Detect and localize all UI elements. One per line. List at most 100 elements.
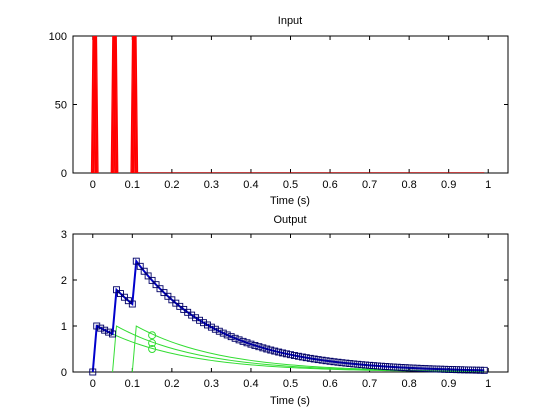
output-xtick-label: 0.4 [243, 378, 258, 390]
output-total-marker [160, 289, 168, 297]
output-axes: Output Time (s) 0 0.1 0.2 0.3 0.4 0.5 0.6 0.7 0.… [61, 214, 509, 407]
output-total-marker [287, 351, 294, 359]
output-total-marker [310, 355, 318, 363]
output-component-marker [148, 339, 157, 348]
output-total-marker [223, 331, 231, 339]
output-total-marker [120, 293, 128, 301]
output-total-marker [239, 337, 247, 345]
output-total-marker [211, 325, 219, 333]
output-total-marker [468, 366, 476, 374]
output-total-marker [409, 364, 417, 372]
output-total-marker [207, 323, 215, 331]
output-xtick-label: 0.3 [204, 378, 219, 390]
input-clipped [90, 36, 485, 173]
output-total-marker [370, 362, 377, 370]
input-xtick-label: 0.4 [243, 179, 258, 191]
input-pulse-line [111, 36, 118, 173]
output-total-marker [453, 366, 461, 374]
output-ytick-label: 0 [61, 367, 67, 379]
output-total-marker [480, 366, 488, 374]
output-total-marker [164, 292, 172, 300]
output-total-marker [476, 366, 484, 374]
output-xtick-label: 0 [90, 378, 96, 390]
output-xtick-label: 0.8 [401, 378, 416, 390]
output-ytick-label: 3 [61, 229, 67, 241]
output-total-marker [255, 343, 263, 351]
output-total-marker [263, 345, 271, 353]
output-total-series [89, 257, 488, 376]
output-total-marker [393, 363, 401, 371]
output-total-marker [389, 363, 397, 371]
output-total-marker [413, 364, 421, 372]
output-total-marker [397, 363, 405, 371]
input-pulse-line [93, 36, 99, 173]
output-total-marker [298, 353, 306, 361]
output-total-marker [314, 356, 322, 364]
output-total-marker [445, 365, 453, 373]
output-total-marker [425, 365, 433, 373]
output-total-marker [283, 350, 290, 358]
output-title: Output [273, 214, 306, 226]
input-xtick-label: 1 [485, 179, 491, 191]
input-title: Input [278, 15, 302, 27]
input-ytick-label: 50 [55, 100, 67, 112]
input-pulse-line [92, 36, 98, 173]
output-component-marker [148, 331, 157, 340]
input-series [90, 36, 485, 173]
output-total-marker [378, 362, 385, 370]
output-total-marker [97, 324, 105, 332]
output-xlabel: Time (s) [270, 395, 310, 407]
output-total-marker [89, 368, 97, 376]
output-total-marker [350, 360, 358, 368]
output-total-marker [437, 365, 445, 373]
output-total-marker [366, 361, 374, 369]
output-total-marker [291, 352, 298, 359]
output-total-marker [381, 363, 389, 370]
output-total-marker [358, 361, 366, 369]
output-component-marker [148, 345, 157, 353]
input-xtick-label: 0.7 [362, 179, 377, 191]
output-total-marker [338, 359, 346, 367]
output-xtick-label: 0.7 [362, 378, 377, 390]
output-total-marker [326, 357, 334, 365]
output-xtick-label: 0.6 [322, 378, 337, 390]
input-ytick-label: 100 [49, 31, 67, 43]
output-total-marker [196, 316, 203, 324]
input-ticks: 0 0.1 0.2 0.3 0.4 0.5 0.6 0.7 0.8 0.9 1 0 50 100 [49, 31, 508, 191]
output-total-marker [385, 363, 393, 371]
output-total-marker [227, 333, 235, 341]
input-pulse-line [113, 36, 119, 173]
output-total-marker [362, 361, 370, 369]
output-total-line [91, 258, 485, 373]
input-ytick-label: 0 [61, 168, 67, 180]
output-ytick-label: 1 [61, 321, 67, 333]
output-total-marker [346, 360, 354, 367]
output-total-marker [152, 281, 160, 289]
output-total-marker [433, 365, 441, 373]
output-total-marker [231, 334, 239, 342]
output-total-marker [219, 329, 227, 337]
output-total-marker [374, 362, 381, 370]
output-total-marker [140, 267, 148, 275]
output-total-marker [132, 257, 140, 265]
input-xtick-label: 0.6 [322, 179, 337, 191]
output-total-marker [306, 354, 314, 362]
output-total-marker [247, 340, 255, 348]
output-total-marker [429, 365, 437, 373]
output-total-marker [144, 272, 152, 280]
output-total-marker [275, 348, 283, 356]
output-total-marker [267, 346, 275, 354]
output-xtick-label: 0.2 [164, 378, 179, 390]
output-total-marker [330, 358, 338, 366]
output-total-marker [449, 366, 457, 373]
output-total-marker [200, 319, 207, 327]
output-total-marker [105, 328, 113, 336]
output-total-marker [136, 262, 144, 270]
output-total-marker [192, 314, 200, 322]
output-total-marker [354, 360, 362, 368]
output-total-marker [113, 286, 120, 294]
output-total-marker [405, 364, 413, 372]
output-total-marker [148, 276, 156, 284]
output-total-marker [401, 364, 409, 372]
input-xtick-label: 0.3 [204, 179, 219, 191]
